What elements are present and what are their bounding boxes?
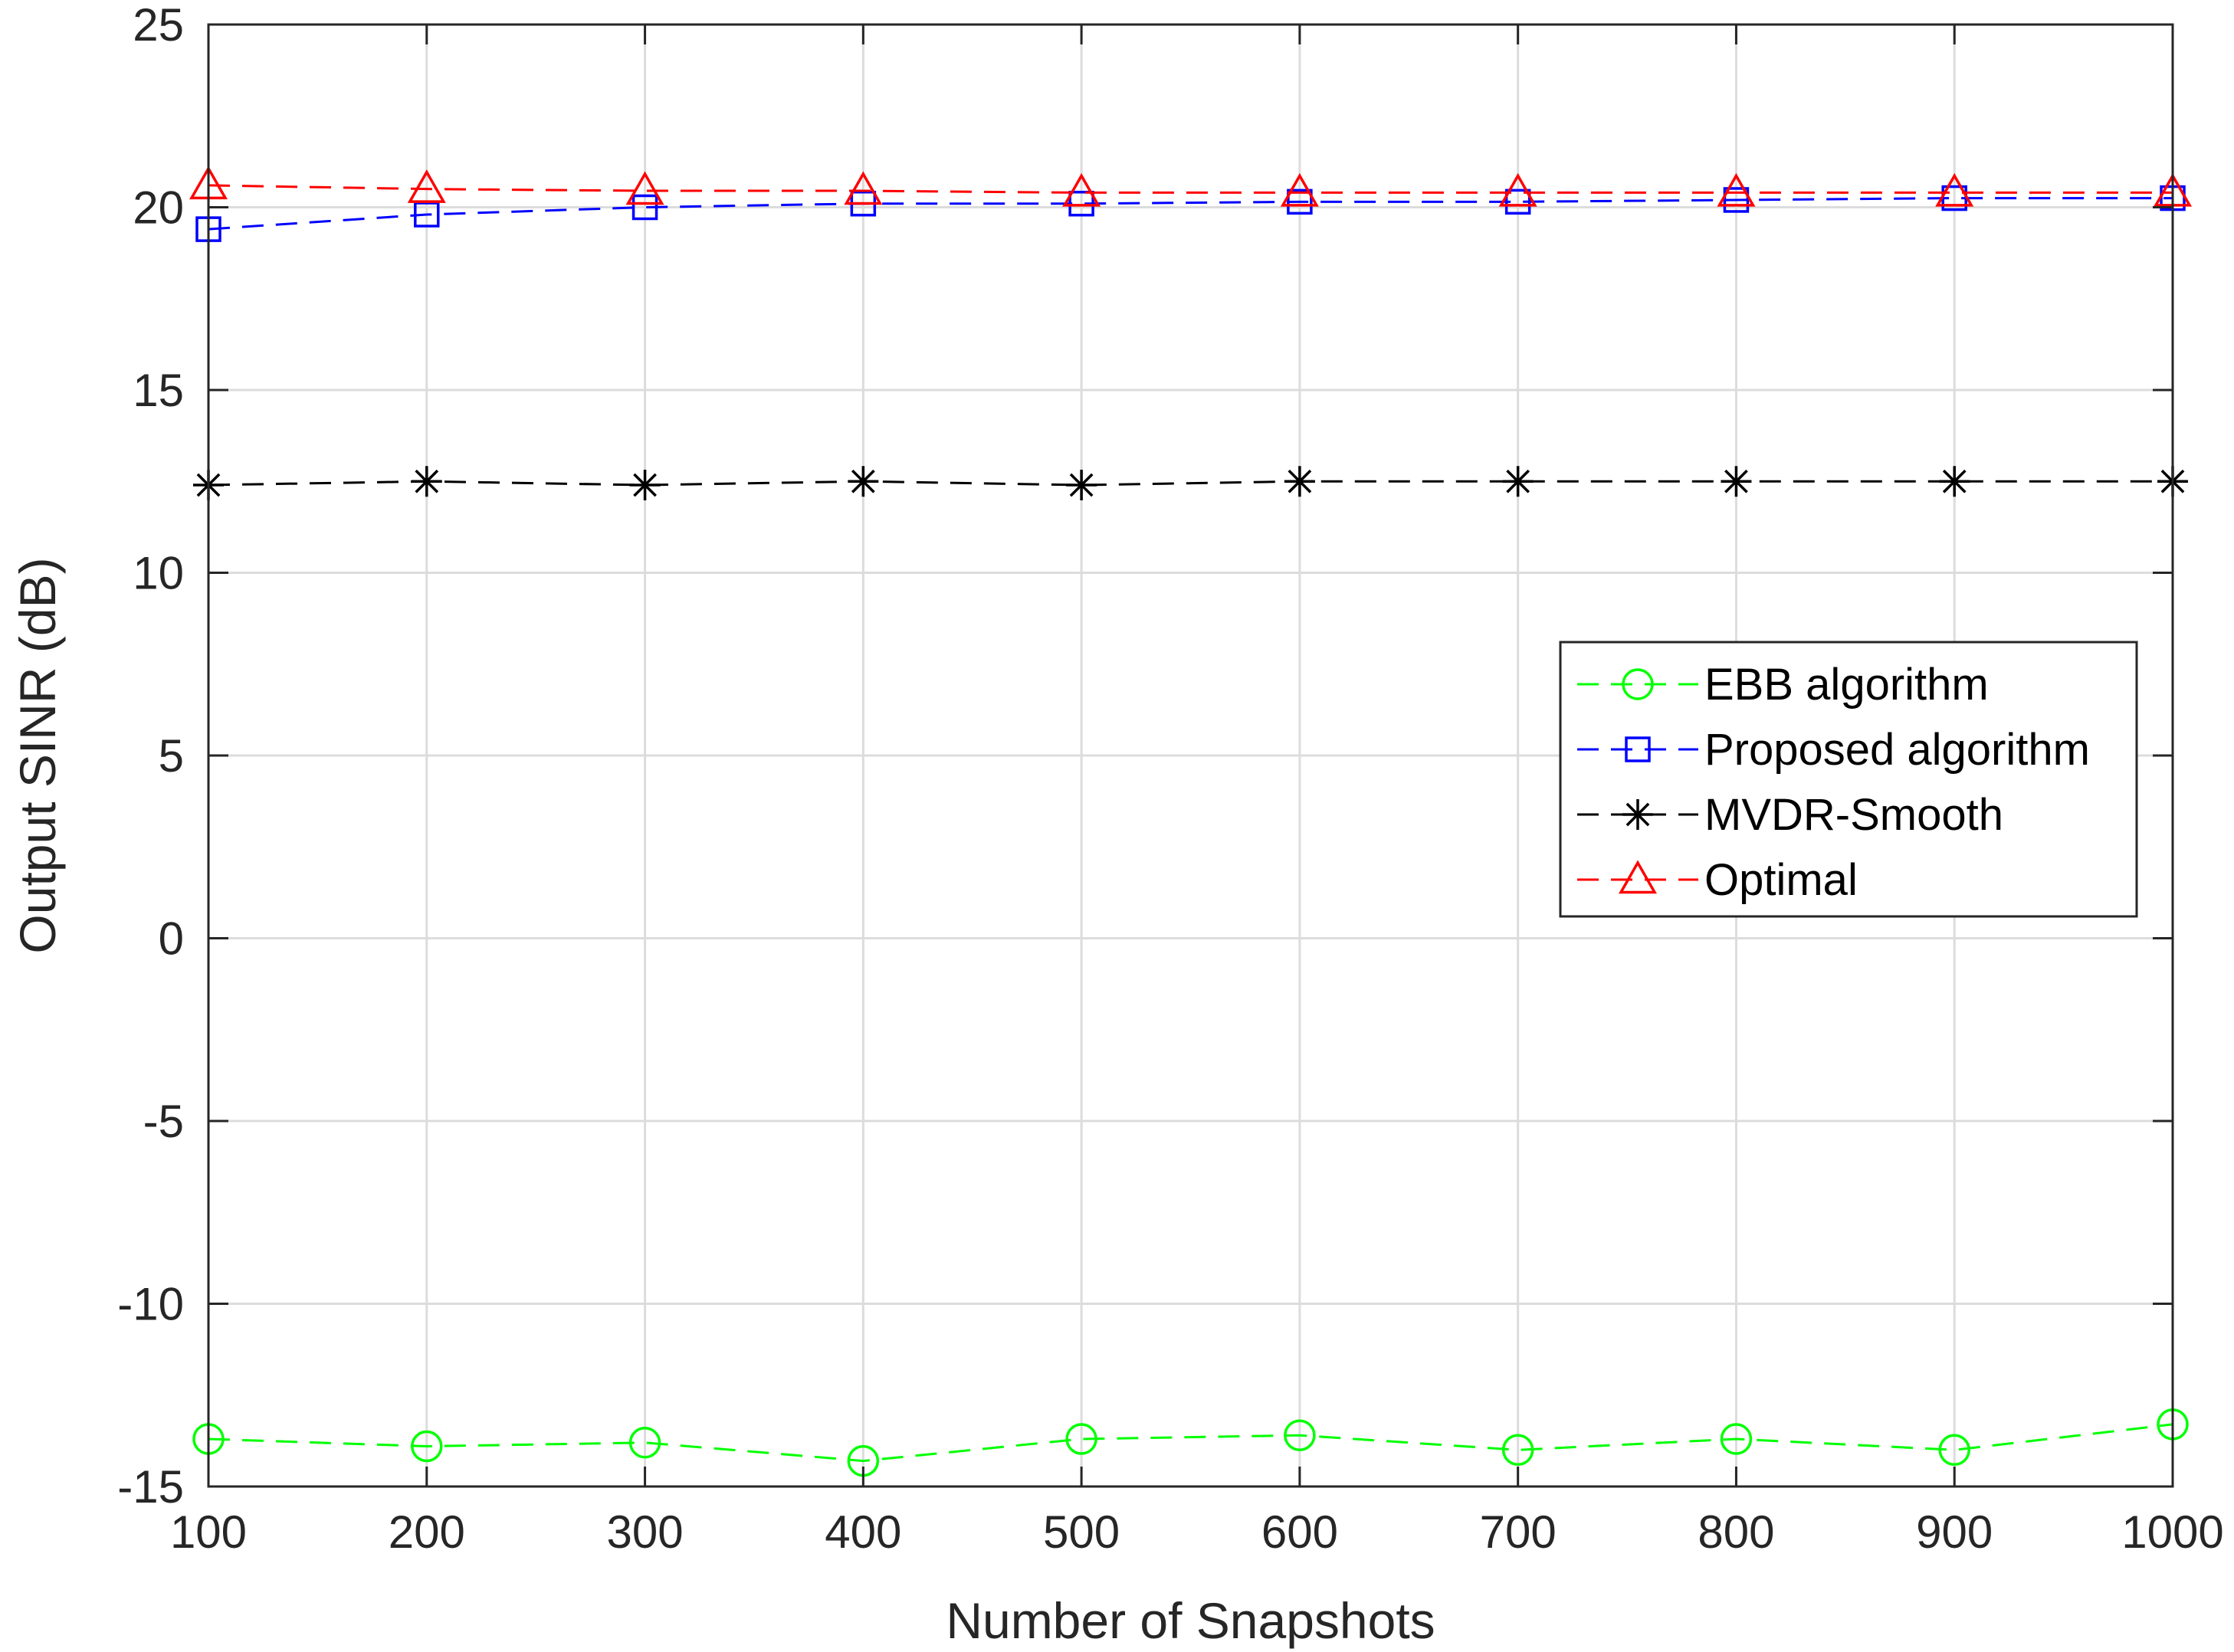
- y-tick-label-1: -10: [117, 1279, 184, 1330]
- data-point-optimal-6: [1498, 172, 1537, 207]
- legend-marker-optimal: [1618, 860, 1658, 894]
- data-point-mvdr-smooth-1: [411, 466, 442, 497]
- data-point-optimal-5: [1280, 172, 1319, 207]
- legend-item-proposed-algorithm: Proposed algorithm: [1577, 725, 2090, 775]
- y-tick-label-7: 20: [133, 182, 184, 234]
- x-tick-label-7: 800: [1698, 1506, 1774, 1558]
- tick-labels: 100 200 300 400 500 600 700 800 900 1000 -15 -10 -5 0…: [117, 0, 2223, 1558]
- data-point-mvdr-smooth-8: [1939, 466, 1970, 497]
- data-point-mvdr-smooth-5: [1284, 466, 1315, 497]
- legend-item-ebb-algorithm: EBB algorithm: [1577, 660, 1989, 710]
- series-line-proposed-algorithm: [208, 197, 2173, 231]
- data-point-optimal-3: [844, 171, 883, 205]
- data-point-mvdr-smooth-3: [848, 466, 879, 497]
- legend-marker-mvdr-smooth-stroke: [1625, 802, 1650, 827]
- legend-marker-proposed-algorithm: [1625, 736, 1651, 762]
- y-axis-title: Output SINR (dB): [9, 557, 66, 953]
- data-point-mvdr-smooth-8-stroke: [1942, 469, 1967, 493]
- series-layer: [189, 166, 2193, 1477]
- data-point-ebb-algorithm-1: [411, 1430, 443, 1463]
- legend-label-ebb-algorithm: EBB algorithm: [1704, 660, 1989, 710]
- x-axis-title: Number of Snapshots: [946, 1592, 1435, 1649]
- x-tick-label-6: 700: [1480, 1506, 1557, 1558]
- data-point-mvdr-smooth-2: [629, 470, 661, 501]
- legend-label-optimal: Optimal: [1704, 855, 1858, 905]
- data-point-ebb-algorithm-5: [1284, 1419, 1316, 1451]
- data-point-mvdr-smooth-1-stroke: [415, 469, 439, 493]
- data-point-proposed-algorithm-1: [414, 202, 440, 228]
- y-tick-label-3: 0: [159, 913, 184, 965]
- y-tick-label-5: 10: [133, 548, 184, 599]
- data-point-optimal-4: [1062, 172, 1101, 207]
- data-point-mvdr-smooth-4-stroke: [1069, 473, 1094, 497]
- y-tick-label-0: -15: [117, 1461, 184, 1513]
- data-point-mvdr-smooth-2-stroke: [633, 473, 657, 497]
- series-line-optimal: [208, 184, 2173, 194]
- data-point-ebb-algorithm-4: [1065, 1423, 1097, 1455]
- data-point-mvdr-smooth-6-stroke: [1506, 469, 1530, 493]
- x-tick-label-4: 500: [1043, 1506, 1120, 1558]
- data-point-mvdr-smooth-4: [1066, 470, 1097, 501]
- legend-box: [1559, 641, 2138, 918]
- y-tick-label-2: -5: [143, 1096, 184, 1147]
- series-mvdr-smooth: [193, 466, 2188, 501]
- series-line-mvdr-smooth: [208, 480, 2173, 487]
- data-point-proposed-algorithm-7: [1723, 187, 1750, 213]
- legend-label-mvdr-smooth: MVDR-Smooth: [1704, 790, 2003, 840]
- data-point-proposed-algorithm-6: [1504, 188, 1531, 215]
- x-tick-label-9: 1000: [2121, 1506, 2223, 1558]
- legend-marker-ebb-algorithm: [1622, 668, 1654, 700]
- y-tick-label-8: 25: [133, 0, 184, 51]
- x-tick-label-1: 200: [389, 1506, 465, 1558]
- data-point-ebb-algorithm-8: [1938, 1434, 1970, 1467]
- y-tick-label-4: 5: [159, 730, 184, 782]
- data-point-optimal-7: [1717, 172, 1756, 207]
- y-tick-label-6: 15: [133, 365, 184, 416]
- legend-item-optimal: Optimal: [1577, 855, 1858, 905]
- data-point-ebb-algorithm-6: [1501, 1434, 1534, 1467]
- data-point-ebb-algorithm-7: [1720, 1423, 1753, 1455]
- data-point-mvdr-smooth-7: [1721, 466, 1752, 497]
- x-tick-label-8: 900: [1916, 1506, 1993, 1558]
- data-point-optimal-2: [625, 171, 664, 205]
- series-ebb-algorithm: [192, 1408, 2189, 1477]
- axis-ticks: [207, 23, 2174, 1488]
- legend: EBB algorithm Proposed algorithm MVDR-Smoo…: [1559, 641, 2138, 918]
- data-point-mvdr-smooth-7-stroke: [1724, 469, 1748, 493]
- series-line-ebb-algorithm: [208, 1423, 2173, 1463]
- data-point-mvdr-smooth-3-stroke: [851, 469, 875, 493]
- data-point-ebb-algorithm-2: [628, 1427, 661, 1459]
- data-point-proposed-algorithm-2: [631, 194, 658, 221]
- legend-label-proposed-algorithm: Proposed algorithm: [1704, 725, 2090, 775]
- x-tick-label-3: 400: [825, 1506, 901, 1558]
- legend-marker-mvdr-smooth: [1622, 799, 1653, 830]
- data-point-proposed-algorithm-5: [1287, 188, 1313, 215]
- x-tick-label-0: 100: [170, 1506, 247, 1558]
- data-point-mvdr-smooth-5-stroke: [1288, 469, 1312, 493]
- legend-item-mvdr-smooth: MVDR-Smooth: [1577, 790, 2003, 840]
- data-point-proposed-algorithm-4: [1068, 190, 1094, 217]
- data-point-optimal-1: [407, 169, 446, 203]
- x-tick-label-5: 600: [1261, 1506, 1338, 1558]
- data-point-mvdr-smooth-6: [1502, 466, 1534, 497]
- data-point-optimal-8: [1935, 172, 1974, 207]
- x-tick-label-2: 300: [607, 1506, 684, 1558]
